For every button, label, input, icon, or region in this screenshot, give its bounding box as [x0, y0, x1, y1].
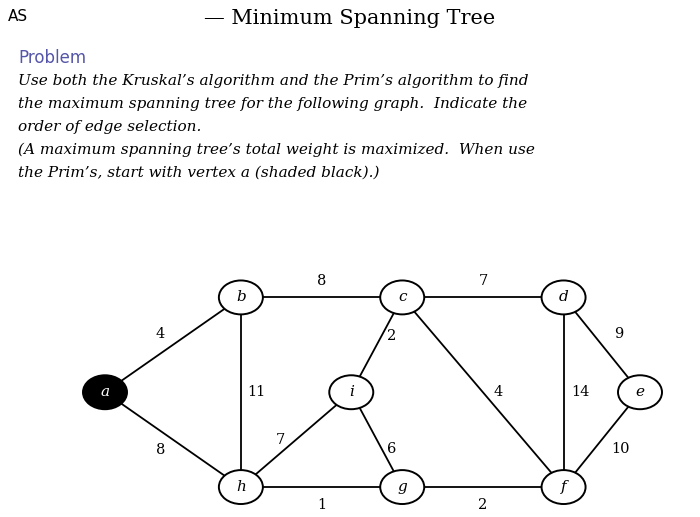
Text: 7: 7 — [478, 274, 487, 288]
Text: Problem: Problem — [18, 49, 86, 67]
Text: 8: 8 — [155, 444, 165, 458]
Text: — Minimum Spanning Tree: — Minimum Spanning Tree — [204, 9, 496, 28]
Text: 14: 14 — [571, 385, 589, 399]
Text: 2: 2 — [387, 329, 397, 343]
Ellipse shape — [219, 470, 263, 504]
Text: f: f — [561, 480, 566, 494]
Ellipse shape — [618, 375, 662, 409]
Text: a: a — [100, 385, 110, 399]
Text: order of edge selection.: order of edge selection. — [18, 120, 202, 134]
Text: 11: 11 — [247, 385, 265, 399]
Text: the Prim’s, start with vertex a (shaded black).): the Prim’s, start with vertex a (shaded … — [18, 166, 379, 180]
Text: AS: AS — [8, 9, 28, 24]
Text: g: g — [398, 480, 407, 494]
Ellipse shape — [329, 375, 373, 409]
Text: 8: 8 — [317, 274, 326, 288]
Ellipse shape — [380, 470, 424, 504]
Text: i: i — [349, 385, 354, 399]
Text: d: d — [559, 291, 568, 305]
Text: 2: 2 — [478, 498, 487, 512]
Text: 4: 4 — [494, 385, 503, 399]
Text: 4: 4 — [155, 327, 164, 341]
Text: c: c — [398, 291, 407, 305]
Text: b: b — [236, 291, 246, 305]
Text: 10: 10 — [611, 442, 630, 455]
Ellipse shape — [219, 280, 263, 314]
Text: h: h — [236, 480, 246, 494]
Ellipse shape — [542, 470, 586, 504]
Text: 6: 6 — [387, 442, 397, 455]
Text: 1: 1 — [317, 498, 326, 512]
Text: (A maximum spanning tree’s total weight is maximized.  When use: (A maximum spanning tree’s total weight … — [18, 143, 535, 158]
Text: Use both the Kruskal’s algorithm and the Prim’s algorithm to find: Use both the Kruskal’s algorithm and the… — [18, 74, 528, 88]
Ellipse shape — [380, 280, 424, 314]
Text: 7: 7 — [276, 433, 286, 447]
Ellipse shape — [83, 375, 127, 409]
Text: 9: 9 — [614, 327, 624, 341]
Text: e: e — [636, 385, 645, 399]
Text: the maximum spanning tree for the following graph.  Indicate the: the maximum spanning tree for the follow… — [18, 97, 527, 111]
Ellipse shape — [542, 280, 586, 314]
